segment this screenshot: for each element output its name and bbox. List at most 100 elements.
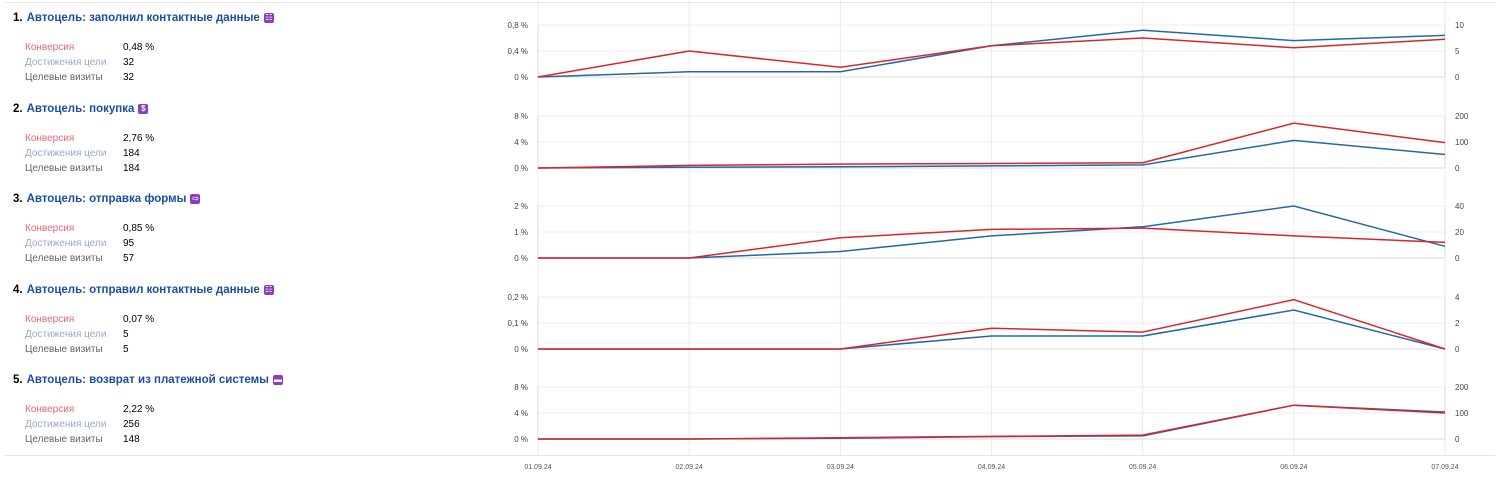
contacts-icon: ☷ <box>263 285 274 295</box>
date-tick-label: 04.09.24 <box>978 464 1005 471</box>
form-icon: ☷ <box>263 13 274 23</box>
bottom-divider <box>5 455 1495 456</box>
goal-link[interactable]: Автоцель: отправка формы <box>26 193 187 205</box>
top-divider <box>5 2 1495 3</box>
left-axis-tick: 0 % <box>514 73 528 82</box>
visits-label: Целевые визиты <box>25 163 103 174</box>
goal-link[interactable]: Автоцель: отправил контактные данные <box>26 284 260 296</box>
goal-number: 1. <box>13 12 23 24</box>
visits-value: 32 <box>123 72 135 83</box>
goal-link[interactable]: Автоцель: покупка <box>26 103 135 115</box>
achievements-row: Достижения цели 184 <box>25 146 154 161</box>
goal-number: 5. <box>13 374 23 386</box>
date-tick-label: 06.09.24 <box>1280 464 1307 471</box>
visits-row: Целевые визиты 32 <box>25 70 154 85</box>
conversion-label: Конверсия <box>25 404 75 415</box>
right-axis-tick: 0 <box>1455 73 1460 82</box>
goal-block: 1. Автоцель: заполнил контактные данные ☷ … <box>0 0 1500 90</box>
visits-row: Целевые визиты 57 <box>25 251 154 266</box>
visits-value: 5 <box>123 344 129 355</box>
visits-label: Целевые визиты <box>25 253 103 264</box>
visits-label: Целевые визиты <box>25 72 103 83</box>
conversion-value: 0,85 % <box>123 223 155 234</box>
goal-metrics: Конверсия 0,48 % Достижения цели 32 Целевы… <box>25 40 154 85</box>
achievements-label: Достижения цели <box>25 419 107 430</box>
achievements-row: Достижения цели 32 <box>25 55 154 70</box>
goal-number: 3. <box>13 193 23 205</box>
goal-title: 2. Автоцель: покупка $ <box>13 103 149 115</box>
goal-block: 5. Автоцель: возврат из платежной системы… <box>0 362 1500 452</box>
achievements-row: Достижения цели 5 <box>25 327 154 342</box>
right-axis-tick: 5 <box>1455 47 1460 56</box>
conversion-series-line <box>538 404 1446 440</box>
conversion-value: 0,48 % <box>123 42 155 53</box>
goal-metrics: Конверсия 0,07 % Достижения цели 5 Целевые… <box>25 312 154 357</box>
conversion-label: Конверсия <box>25 314 75 325</box>
left-axis-tick: 0,1 % <box>508 319 528 328</box>
conversion-value: 2,76 % <box>123 133 155 144</box>
right-axis-tick: 200 <box>1455 112 1469 121</box>
conversion-label: Конверсия <box>25 42 75 53</box>
visits-series-line <box>537 139 1446 169</box>
achievements-label: Достижения цели <box>25 57 107 68</box>
goal-link[interactable]: Автоцель: возврат из платежной системы <box>26 374 269 386</box>
conversion-row: Конверсия 0,48 % <box>25 40 154 55</box>
visits-row: Целевые визиты 148 <box>25 432 154 447</box>
goal-link[interactable]: Автоцель: заполнил контактные данные <box>26 12 260 24</box>
right-axis-tick: 4 <box>1455 293 1460 302</box>
conversion-label: Конверсия <box>25 223 75 234</box>
conversion-row: Конверсия 2,22 % <box>25 402 154 417</box>
right-axis-tick: 40 <box>1455 202 1464 211</box>
left-axis-tick: 0,8 % <box>508 21 528 30</box>
date-tick-label: 03.09.24 <box>827 464 854 471</box>
achievements-value: 184 <box>123 148 140 159</box>
visits-value: 184 <box>123 163 140 174</box>
achievements-label: Достижения цели <box>25 329 107 340</box>
achievements-row: Достижения цели 95 <box>25 236 154 251</box>
date-tick-label: 01.09.24 <box>524 464 551 471</box>
goal-number: 4. <box>13 284 23 296</box>
right-axis-tick: 0 <box>1455 435 1460 444</box>
date-tick-label: 07.09.24 <box>1431 464 1458 471</box>
goal-block: 2. Автоцель: покупка $ Конверсия 2,76 % Дос… <box>0 91 1500 181</box>
visits-value: 148 <box>123 434 140 445</box>
left-axis-tick: 2 % <box>514 202 528 211</box>
conversion-series-line <box>537 122 1446 169</box>
conversion-series-line <box>538 227 1446 259</box>
left-axis-tick: 4 % <box>514 409 528 418</box>
left-axis-tick: 8 % <box>514 383 528 392</box>
goal-block: 3. Автоцель: отправка формы ⇨ Конверсия 0,8… <box>0 181 1500 271</box>
goal-title: 4. Автоцель: отправил контактные данные ☷ <box>13 284 274 296</box>
achievements-value: 95 <box>123 238 135 249</box>
right-axis-tick: 10 <box>1455 21 1464 30</box>
visits-label: Целевые визиты <box>25 344 103 355</box>
conversion-series-line <box>537 37 1446 78</box>
left-axis-tick: 0,4 % <box>508 47 528 56</box>
goal-metrics: Конверсия 2,76 % Достижения цели 184 Целев… <box>25 131 154 176</box>
visits-row: Целевые визиты 184 <box>25 161 154 176</box>
goal-title: 1. Автоцель: заполнил контактные данные ☷ <box>13 12 274 24</box>
achievements-value: 256 <box>123 419 140 430</box>
right-axis-tick: 0 <box>1455 164 1460 173</box>
left-axis-tick: 0 % <box>514 435 528 444</box>
right-axis-tick: 0 <box>1455 345 1460 354</box>
right-axis-tick: 100 <box>1455 409 1469 418</box>
right-axis-tick: 200 <box>1455 383 1469 392</box>
conversion-row: Конверсия 0,85 % <box>25 221 154 236</box>
achievements-label: Достижения цели <box>25 238 107 249</box>
left-axis-tick: 1 % <box>514 228 528 237</box>
achievements-label: Достижения цели <box>25 148 107 159</box>
right-axis-tick: 20 <box>1455 228 1464 237</box>
conversion-label: Конверсия <box>25 133 75 144</box>
visits-label: Целевые визиты <box>25 434 103 445</box>
card-icon: ▬ <box>272 375 283 385</box>
conversion-value: 2,22 % <box>123 404 155 415</box>
conversion-series-line <box>538 298 1446 350</box>
goal-title: 5. Автоцель: возврат из платежной системы… <box>13 374 283 386</box>
goal-title: 3. Автоцель: отправка формы ⇨ <box>13 193 201 205</box>
left-axis-tick: 0 % <box>514 164 528 173</box>
left-axis-tick: 0 % <box>514 254 528 263</box>
right-axis-tick: 0 <box>1455 254 1460 263</box>
visits-row: Целевые визиты 5 <box>25 342 154 357</box>
